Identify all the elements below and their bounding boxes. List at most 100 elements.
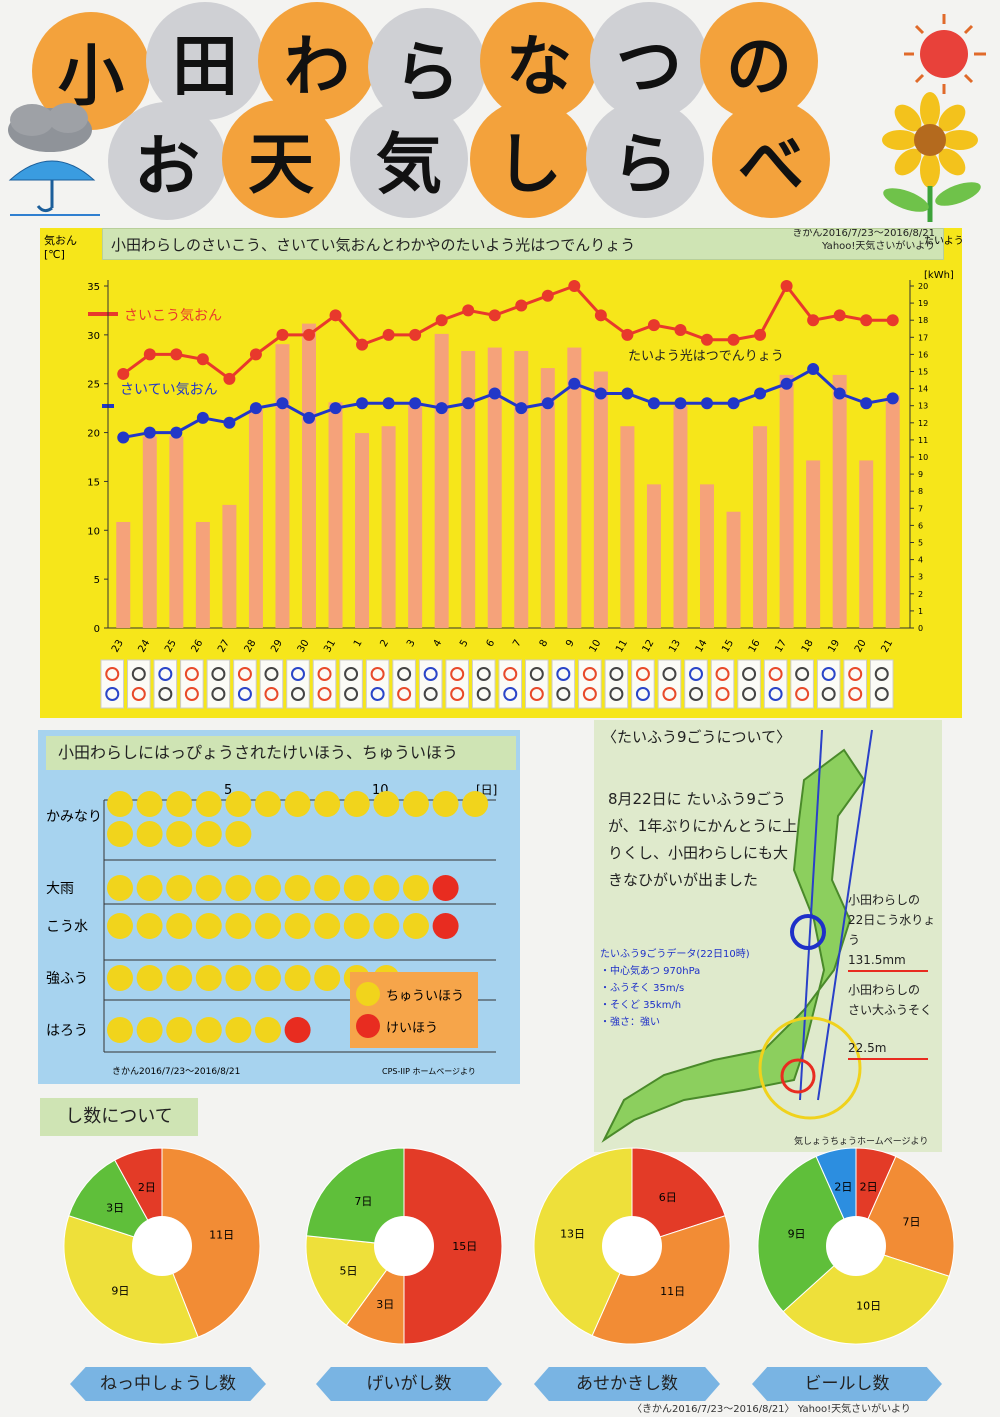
max-temp-point: [541, 289, 554, 302]
weather-icon: [131, 667, 146, 681]
date-tick-label: 17: [773, 638, 789, 655]
japan-map-drawing: [601, 729, 873, 1143]
right-tick-label: 13: [918, 402, 928, 411]
chart-source: きかん2016/7/23〜2016/8/21 Yahoo!天気さいがいより: [792, 229, 935, 253]
rain-note-1: 小田わらしの: [848, 893, 921, 907]
title-char: ら: [586, 100, 704, 218]
advisory-dot: [255, 1017, 281, 1043]
solar-bar: [408, 402, 423, 628]
weather-icon: [821, 687, 836, 701]
max-temp-point: [754, 328, 767, 341]
min-temp-point: [701, 397, 713, 410]
date-tick-label: 8: [538, 638, 551, 649]
typhoon-panel: 〈たいふう9ごうについて〉 8月22日に たいふう9ごうが、1年ぶりにかんとうに…: [594, 720, 942, 1152]
advisory-dot: [107, 913, 133, 939]
right-tick-label: 15: [918, 368, 928, 377]
legend-min-temp: さいてい気おん: [120, 382, 218, 398]
min-temp-point: [276, 397, 289, 410]
right-tick-label: 7: [918, 504, 923, 513]
pie-slice: [161, 1147, 261, 1338]
max-temp-point: [117, 367, 130, 380]
weather-icon: [370, 667, 385, 681]
left-tick-label: 35: [87, 282, 100, 293]
weather-icon: [450, 667, 465, 681]
weather-icon: [423, 687, 438, 701]
min-temp-point: [833, 387, 846, 400]
left-tick-label: 25: [87, 380, 100, 391]
advisory-dot: [136, 913, 163, 939]
weather-icon: [795, 667, 810, 681]
sun-drawing: [904, 14, 986, 94]
min-temp-point: [727, 397, 740, 410]
pie-slice-label: 3日: [376, 1298, 394, 1311]
pie-slice-label: 15日: [452, 1240, 477, 1253]
max-temp-point: [807, 314, 820, 327]
min-temp-point: [780, 377, 793, 390]
chart-title: 小田わらしのさいこう、さいてい気おんとわかやのたいよう光はつでんりょう: [111, 236, 636, 254]
min-temp-point: [117, 431, 130, 444]
chart-source-text: Yahoo!天気さいがいより: [821, 241, 935, 252]
max-temp-point: [701, 333, 713, 346]
weather-icon: [742, 667, 757, 681]
advisory-dot: [432, 791, 459, 817]
weather-icon: [105, 687, 120, 701]
pie-caption-heatstroke: ねっ中しょうし数: [70, 1367, 266, 1401]
weather-icon: [556, 687, 571, 701]
min-temp-point: [568, 377, 581, 390]
advisory-dot: [195, 1017, 222, 1043]
weather-icon: [158, 667, 173, 681]
solar-bar: [248, 409, 263, 628]
weather-icon: [264, 687, 279, 701]
advisory-dot: [195, 791, 222, 817]
advisory-dot: [107, 1017, 133, 1043]
date-tick-label: 7: [511, 638, 524, 649]
legend-max-temp: さいこう気おん: [124, 308, 222, 324]
weather-icon: [397, 667, 412, 681]
pie-slice-label: 10日: [856, 1299, 881, 1312]
date-tick-label: 23: [110, 638, 126, 655]
pie-center: [602, 1216, 662, 1276]
weather-icon: [768, 687, 783, 701]
solar-bar: [328, 402, 343, 628]
weather-icon: [635, 667, 650, 681]
weather-icon: [609, 667, 624, 681]
max-temp-point: [143, 348, 156, 361]
pie-slice-label: 6日: [659, 1191, 677, 1204]
typhoon-notes: 小田わらしの 22日こう水りょう 131.5mm 小田わらしの さい大ふうそく …: [848, 890, 942, 1060]
max-temp-point: [860, 314, 873, 327]
right-axis-unit: [kWh]: [924, 270, 954, 281]
advisory-dot: [225, 875, 252, 901]
advisory-dot: [166, 791, 193, 817]
pie-center: [374, 1216, 434, 1276]
max-temp-point: [170, 348, 183, 361]
typhoon-data-item: ・中心気あつ 970hPa: [600, 966, 701, 977]
right-tick-label: 20: [918, 282, 928, 291]
left-tick-label: 15: [87, 477, 100, 488]
min-temp-point: [807, 363, 820, 376]
weather-icon: [689, 687, 703, 701]
weather-icon: [742, 687, 757, 701]
max-temp-point: [647, 319, 660, 332]
daily-weather-icons: [100, 659, 894, 709]
solar-bar: [726, 511, 741, 628]
right-tick-label: 5: [918, 539, 923, 548]
advisory-dot: [314, 791, 341, 817]
date-tick-label: 2: [378, 638, 391, 649]
warning-dot: [432, 875, 459, 901]
weather-icon: [184, 667, 199, 681]
min-temp-point: [382, 397, 395, 410]
alerts-panel: 小田わらしにはっぴょうされたけいほう、ちゅういほう [日] 5 10 かみなり大…: [38, 730, 520, 1084]
date-tick-label: 14: [694, 638, 710, 655]
pie-slice-label: 2日: [138, 1181, 156, 1194]
max-temp-point: [780, 280, 793, 292]
title-char: 天: [222, 100, 340, 218]
weather-icon: [317, 687, 332, 701]
pie-slice: [63, 1215, 199, 1345]
weather-icon: [344, 687, 359, 701]
advisory-dot: [314, 965, 341, 991]
pie-center: [826, 1216, 886, 1276]
warning-dot: [284, 1017, 311, 1043]
min-temp-line: [122, 367, 894, 439]
min-temp-point: [435, 402, 448, 415]
wind-note-2: さい大ふうそく: [848, 1003, 933, 1017]
